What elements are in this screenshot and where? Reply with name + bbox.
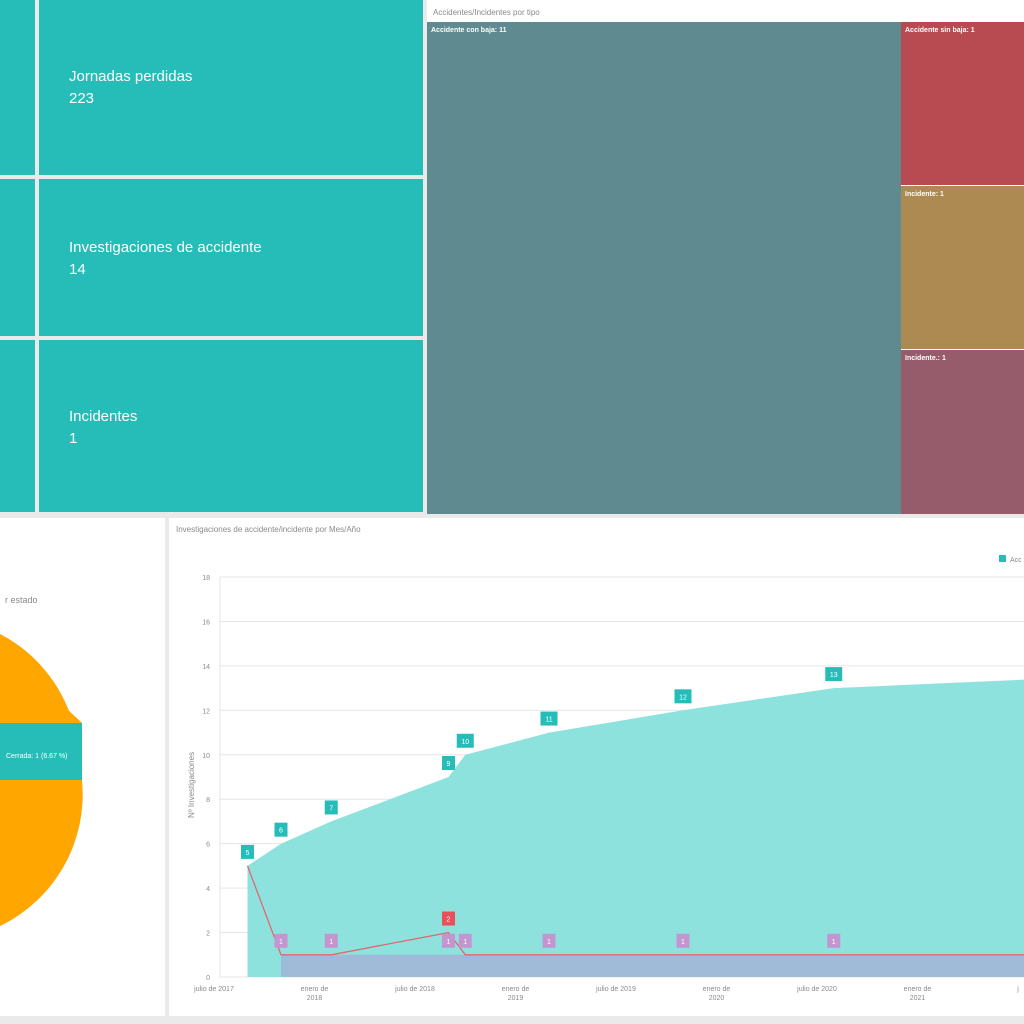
y-tick-label: 2 bbox=[206, 931, 210, 938]
pie-panel: r estado Cerrada: 1 (6.67 %) bbox=[0, 518, 165, 1016]
left-strip-bottom bbox=[0, 340, 35, 512]
timeline-panel: Investigaciones de accidente/incidente p… bbox=[169, 518, 1024, 1016]
y-tick-label: 4 bbox=[206, 886, 210, 893]
kpi-value: 223 bbox=[69, 90, 95, 107]
data-label: 1 bbox=[447, 939, 451, 946]
data-label: 13 bbox=[830, 672, 838, 679]
kpi-value: 1 bbox=[69, 430, 78, 447]
data-label-box bbox=[458, 933, 472, 948]
x-tick-label: enero de bbox=[502, 986, 530, 993]
kpi-card-investigaciones[interactable]: Investigaciones de accidente 14 bbox=[39, 179, 423, 336]
data-label-box bbox=[274, 822, 288, 837]
x-tick-label: julio de 2017 bbox=[193, 986, 234, 993]
x-tick-label: julio de 2020 bbox=[796, 986, 837, 993]
data-label-box bbox=[540, 711, 558, 726]
kpi-title: Jornadas perdidas bbox=[69, 68, 193, 85]
x-tick-label-year: 2019 bbox=[508, 995, 524, 1002]
legend-label[interactable]: Acc bbox=[1010, 557, 1022, 564]
x-tick-label-year: 2018 bbox=[307, 995, 323, 1002]
chart-title: Investigaciones de accidente/incidente p… bbox=[176, 525, 361, 534]
data-label: 12 bbox=[679, 694, 687, 701]
tile-label: Incidente: 1 bbox=[905, 191, 944, 198]
x-tick-label-year: 2021 bbox=[910, 995, 926, 1002]
pie-slice-edge bbox=[0, 711, 82, 723]
y-axis-label: Nº Investigaciones bbox=[187, 752, 196, 818]
timeline-chart: Investigaciones de accidente/incidente p… bbox=[176, 525, 1024, 1002]
data-label: 9 bbox=[447, 761, 451, 768]
data-label: 1 bbox=[329, 939, 333, 946]
tile-label: Accidente con baja: 11 bbox=[431, 27, 507, 34]
data-label-box bbox=[456, 733, 474, 748]
kpi-card-incidentes[interactable]: Incidentes 1 bbox=[39, 340, 423, 512]
data-label-box bbox=[442, 911, 455, 926]
x-tick-label: enero de bbox=[301, 986, 329, 993]
treemap-tile-incidente[interactable]: Incidente: 1 bbox=[901, 186, 1024, 349]
y-tick-label: 14 bbox=[202, 664, 210, 671]
x-tick-label: j bbox=[1016, 986, 1019, 993]
kpi-title: Incidentes bbox=[69, 408, 138, 425]
data-label-box bbox=[442, 933, 455, 948]
pie-slice-cerrada[interactable] bbox=[0, 723, 82, 780]
kpi-card-jornadas[interactable]: Jornadas perdidas 223 bbox=[39, 0, 423, 175]
tile-label: Incidente.: 1 bbox=[905, 355, 946, 362]
data-label-box bbox=[442, 756, 455, 770]
left-strip-top bbox=[0, 0, 35, 175]
series-area-investigaciones[interactable] bbox=[247, 679, 1024, 977]
data-label: 11 bbox=[545, 717, 552, 724]
data-label-box bbox=[324, 933, 338, 948]
data-label: 1 bbox=[681, 939, 685, 946]
pie-slice-label: Cerrada: 1 (6.67 %) bbox=[6, 753, 67, 760]
pie-chart: Cerrada: 1 (6.67 %) bbox=[0, 634, 83, 926]
data-label: 10 bbox=[461, 739, 469, 746]
data-label-box bbox=[542, 933, 556, 948]
data-label: 2 bbox=[447, 917, 451, 924]
y-tick-label: 0 bbox=[206, 975, 210, 982]
tile-label: Accidente sin baja: 1 bbox=[905, 27, 975, 34]
y-tick-label: 10 bbox=[202, 753, 210, 760]
data-label: 1 bbox=[832, 939, 836, 946]
data-label: 1 bbox=[279, 939, 283, 946]
data-label-box bbox=[827, 933, 841, 948]
data-label: 1 bbox=[463, 939, 467, 946]
data-label-box bbox=[324, 800, 338, 815]
treemap-title: Accidentes/Incidentes por tipo bbox=[433, 8, 540, 17]
data-label: 5 bbox=[246, 850, 250, 857]
series-area-tertiary[interactable] bbox=[281, 954, 1024, 977]
data-label-box bbox=[674, 689, 692, 704]
y-tick-label: 16 bbox=[202, 619, 210, 626]
x-tick-label: julio de 2018 bbox=[394, 986, 435, 993]
data-label: 6 bbox=[279, 828, 283, 835]
treemap-tile-incidente-dot[interactable]: Incidente.: 1 bbox=[901, 350, 1024, 514]
legend-swatch bbox=[999, 555, 1006, 562]
data-label-box bbox=[241, 844, 254, 859]
kpi-value: 14 bbox=[69, 261, 86, 278]
x-tick-label: julio de 2019 bbox=[595, 986, 636, 993]
y-tick-label: 8 bbox=[206, 797, 210, 804]
x-tick-label: enero de bbox=[703, 986, 731, 993]
data-label-box bbox=[274, 933, 288, 948]
data-label: 7 bbox=[329, 805, 333, 812]
data-label-box bbox=[825, 667, 843, 682]
y-tick-label: 18 bbox=[202, 575, 210, 582]
x-tick-label-year: 2020 bbox=[709, 995, 725, 1002]
x-tick-label: enero de bbox=[904, 986, 932, 993]
kpi-title: Investigaciones de accidente bbox=[69, 239, 262, 256]
data-label: 1 bbox=[547, 939, 551, 946]
treemap-panel: Accidentes/Incidentes por tipo Accidente… bbox=[427, 0, 1024, 514]
y-tick-label: 6 bbox=[206, 842, 210, 849]
data-label-box bbox=[676, 933, 690, 948]
treemap-tile-accidente-sin-baja[interactable]: Accidente sin baja: 1 bbox=[901, 22, 1024, 185]
y-tick-label: 12 bbox=[202, 708, 210, 715]
left-strip-middle bbox=[0, 179, 35, 336]
treemap-tile-accidente-con-baja[interactable]: Accidente con baja: 11 bbox=[427, 22, 901, 514]
pie-title-fragment: r estado bbox=[5, 595, 38, 605]
